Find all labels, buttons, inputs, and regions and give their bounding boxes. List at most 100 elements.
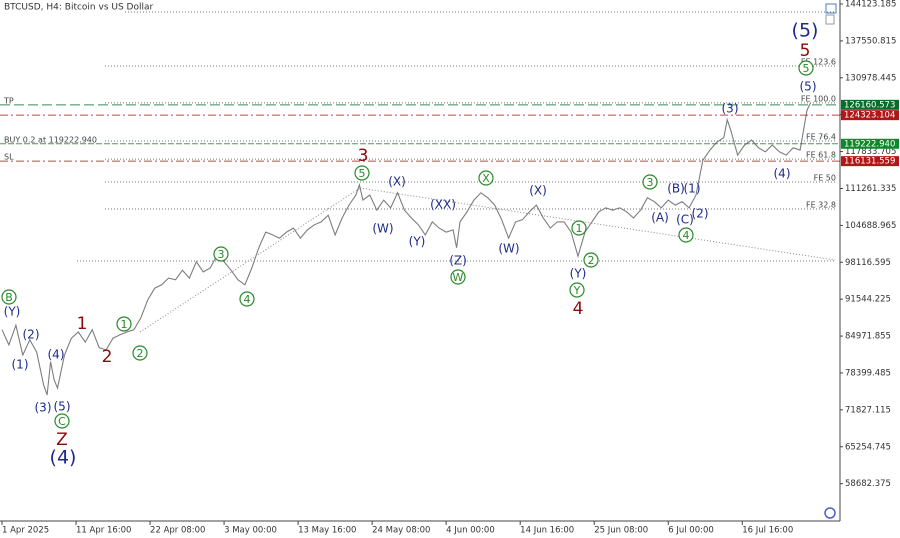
- wave-circle: [116, 316, 132, 332]
- x-tick-label: 13 May 16:00: [298, 526, 356, 536]
- wave-label: Y: [573, 284, 581, 297]
- y-tick-label: 144123.185: [845, 0, 896, 9]
- price-box-label: 116131.559: [844, 157, 895, 167]
- y-tick-label: 84971.855: [845, 332, 891, 342]
- wave-label: (X): [529, 184, 547, 198]
- wave-label: X: [482, 172, 490, 185]
- wave-label: Z: [56, 430, 68, 450]
- x-tick-label: 14 Jun 16:00: [520, 526, 574, 536]
- wave-label: C: [58, 415, 66, 428]
- wave-label: 4: [244, 293, 251, 306]
- price-box: [841, 99, 899, 110]
- wave-circle: [583, 252, 599, 268]
- fib-label: FE 32.8: [806, 200, 836, 209]
- wave-label: 2: [102, 347, 113, 367]
- wave-label: (Y): [4, 305, 21, 319]
- wave-label: (2): [692, 207, 709, 221]
- y-tick-label: 65254.745: [845, 442, 891, 452]
- price-line: [1, 102, 811, 396]
- price-box-label: 126160.573: [844, 100, 895, 110]
- y-tick-label: 130978.445: [845, 73, 896, 83]
- wave-label: (4): [774, 167, 791, 181]
- wave-label: (4): [50, 447, 77, 469]
- wave-label: 3: [647, 176, 654, 189]
- wave-label: 3: [358, 146, 369, 166]
- wave-label: (5): [800, 80, 817, 94]
- wave-label: 1: [576, 222, 583, 235]
- wave-label: (4): [48, 348, 65, 362]
- wave-label: W: [453, 271, 464, 284]
- fib-label: FE 76.4: [806, 132, 836, 141]
- wave-label: 2: [588, 254, 595, 267]
- wave-label: (1): [684, 182, 701, 196]
- wave-label: 4: [683, 229, 690, 242]
- chart-title: BTCUSD, H4: Bitcoin vs US Dollar: [4, 3, 153, 13]
- trade-level-name: SL: [4, 153, 14, 162]
- wave-label: (1): [12, 358, 29, 372]
- trade-level-name: TP: [3, 96, 14, 105]
- wave-label: (C): [676, 213, 694, 227]
- y-tick-label: 71827.115: [845, 405, 891, 415]
- y-tick-label: 137550.815: [845, 36, 896, 46]
- scroll-button[interactable]: [824, 507, 836, 519]
- wave-label: (5): [54, 400, 71, 414]
- x-tick-label: 6 Jul 00:00: [668, 526, 714, 536]
- wave-label: (5): [792, 20, 819, 42]
- wave-circle: [642, 174, 658, 190]
- wave-circle: [678, 227, 694, 243]
- price-box: [841, 110, 899, 121]
- wave-circle: [569, 282, 585, 298]
- wave-label: 1: [77, 314, 88, 334]
- wave-label: (3): [35, 401, 52, 415]
- wave-label: (B): [667, 182, 685, 196]
- wave-circle: [239, 291, 255, 307]
- wave-label: 5: [359, 167, 366, 180]
- trend-line: [139, 187, 361, 333]
- wave-label: 5: [803, 62, 810, 75]
- wave-label: 3: [218, 248, 225, 261]
- y-tick-label: 98116.595: [845, 258, 891, 268]
- chart-icon[interactable]: [825, 3, 837, 14]
- x-tick-label: 16 Jul 16:00: [742, 526, 793, 536]
- wave-label: 2: [137, 347, 144, 360]
- wave-label: (A): [651, 211, 669, 225]
- x-tick-label: 4 Jun 00:00: [446, 526, 495, 536]
- wave-label: 1: [121, 318, 128, 331]
- wave-label: (Y): [570, 267, 587, 281]
- wave-circle: [571, 220, 587, 236]
- wave-label: (X): [388, 175, 406, 189]
- y-tick-label: 78399.485: [845, 368, 891, 378]
- x-tick-label: 11 Apr 16:00: [76, 526, 131, 536]
- trend-line: [359, 187, 836, 261]
- y-tick-label: 111261.335: [845, 184, 896, 194]
- price-box: [841, 156, 899, 167]
- wave-label: 5: [800, 41, 811, 61]
- wave-circle: [54, 413, 70, 429]
- wave-circle: [478, 170, 494, 186]
- wave-label: (W): [372, 222, 393, 236]
- x-tick-label: 3 May 00:00: [224, 526, 277, 536]
- wave-label: (W): [498, 242, 519, 256]
- fib-label: FE 100.0: [801, 94, 836, 103]
- fib-label: FE 50: [814, 173, 836, 182]
- y-tick-label: 58682.375: [845, 479, 891, 489]
- wave-label: (XX): [430, 198, 456, 212]
- fib-label: FE 61.8: [806, 151, 836, 160]
- wave-label: B: [5, 291, 13, 304]
- x-tick-label: 22 Apr 08:00: [150, 526, 205, 536]
- trade-level-name: BUY 0.2 at 119222.940: [4, 135, 97, 144]
- chart-icon[interactable]: [825, 14, 835, 25]
- x-tick-label: 1 Apr 2025: [2, 526, 49, 536]
- wave-circle: [798, 60, 814, 76]
- wave-circle: [132, 345, 148, 361]
- y-tick-label: 117833.705: [845, 147, 896, 157]
- y-tick-label: 104688.965: [845, 221, 896, 231]
- price-box: [841, 138, 899, 149]
- wave-label: (3): [722, 102, 739, 116]
- wave-label: (Y): [409, 235, 426, 249]
- wave-label: 4: [573, 299, 584, 319]
- price-box-label: 119222.940: [844, 139, 895, 149]
- wave-circle: [450, 269, 466, 285]
